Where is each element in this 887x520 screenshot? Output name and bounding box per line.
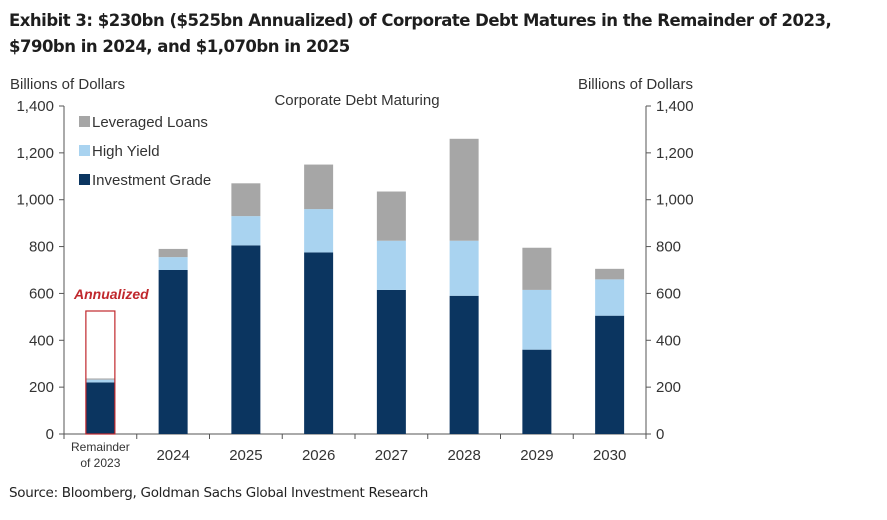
y-tick-label-left: 1,200 [16, 145, 54, 162]
bar-high-yield [522, 289, 552, 350]
x-tick-label: 2025 [229, 447, 262, 464]
y-tick-label-right: 200 [656, 379, 681, 396]
bar-high-yield [304, 209, 334, 253]
bar-high-yield [376, 240, 406, 290]
x-tick-label: 2030 [593, 447, 626, 464]
bar-high-yield [595, 279, 625, 316]
bar-high-yield [85, 379, 115, 383]
bar-investment-grade [85, 382, 115, 434]
annualized-outline [85, 310, 116, 435]
y-axis-label-right: Billions of Dollars [578, 76, 693, 93]
legend-label: Investment Grade [92, 172, 211, 189]
y-tick-label-right: 1,000 [656, 192, 694, 209]
bar-leveraged-loans [522, 247, 552, 290]
legend-label: Leveraged Loans [92, 114, 208, 131]
source-note: Source: Bloomberg, Goldman Sachs Global … [9, 485, 429, 501]
x-tick-label: 2024 [156, 447, 189, 464]
y-tick-label-left: 800 [29, 239, 54, 256]
y-tick-label-left: 400 [29, 332, 54, 349]
bar-leveraged-loans [231, 183, 261, 217]
legend-swatch [79, 174, 90, 185]
bar-investment-grade [158, 270, 188, 434]
page-title: Exhibit 3: $230bn ($525bn Annualized) of… [9, 11, 832, 56]
y-tick-label-left: 600 [29, 285, 54, 302]
bar-investment-grade [522, 349, 552, 434]
y-axis-label-left: Billions of Dollars [10, 76, 125, 93]
y-tick-label-left: 1,000 [16, 192, 54, 209]
bar-investment-grade [449, 295, 479, 434]
bar-leveraged-loans [158, 248, 188, 258]
bar-investment-grade [376, 289, 406, 434]
x-tick-label: Remainder [71, 440, 130, 454]
bar-leveraged-loans [85, 378, 115, 380]
y-tick-label-left: 200 [29, 379, 54, 396]
chart-title: Corporate Debt Maturing [274, 92, 439, 109]
legend-swatch [79, 116, 90, 127]
bar-leveraged-loans [595, 268, 625, 280]
annualized-label: Annualized [73, 286, 149, 302]
legend-swatch [79, 145, 90, 156]
y-tick-label-right: 1,200 [656, 145, 694, 162]
x-tick-label: 2028 [447, 447, 480, 464]
y-tick-label-right: 800 [656, 239, 681, 256]
bar-high-yield [231, 216, 261, 246]
legend-label: High Yield [92, 143, 160, 160]
bar-high-yield [449, 240, 479, 296]
bar-leveraged-loans [449, 138, 479, 241]
y-tick-label-left: 0 [46, 426, 54, 443]
y-tick-label-left: 1,400 [16, 98, 54, 115]
y-tick-label-right: 0 [656, 426, 664, 443]
y-tick-label-right: 400 [656, 332, 681, 349]
bar-investment-grade [231, 245, 261, 434]
y-tick-label-right: 1,400 [656, 98, 694, 115]
bar-investment-grade [304, 252, 334, 434]
y-tick-label-right: 600 [656, 285, 681, 302]
x-tick-label: 2029 [520, 447, 553, 464]
bar-high-yield [158, 257, 188, 270]
x-tick-label: of 2023 [80, 456, 120, 470]
bar-leveraged-loans [304, 164, 334, 210]
bar-leveraged-loans [376, 191, 406, 241]
bar-investment-grade [595, 315, 625, 434]
x-tick-label: 2026 [302, 447, 335, 464]
x-tick-label: 2027 [375, 447, 408, 464]
